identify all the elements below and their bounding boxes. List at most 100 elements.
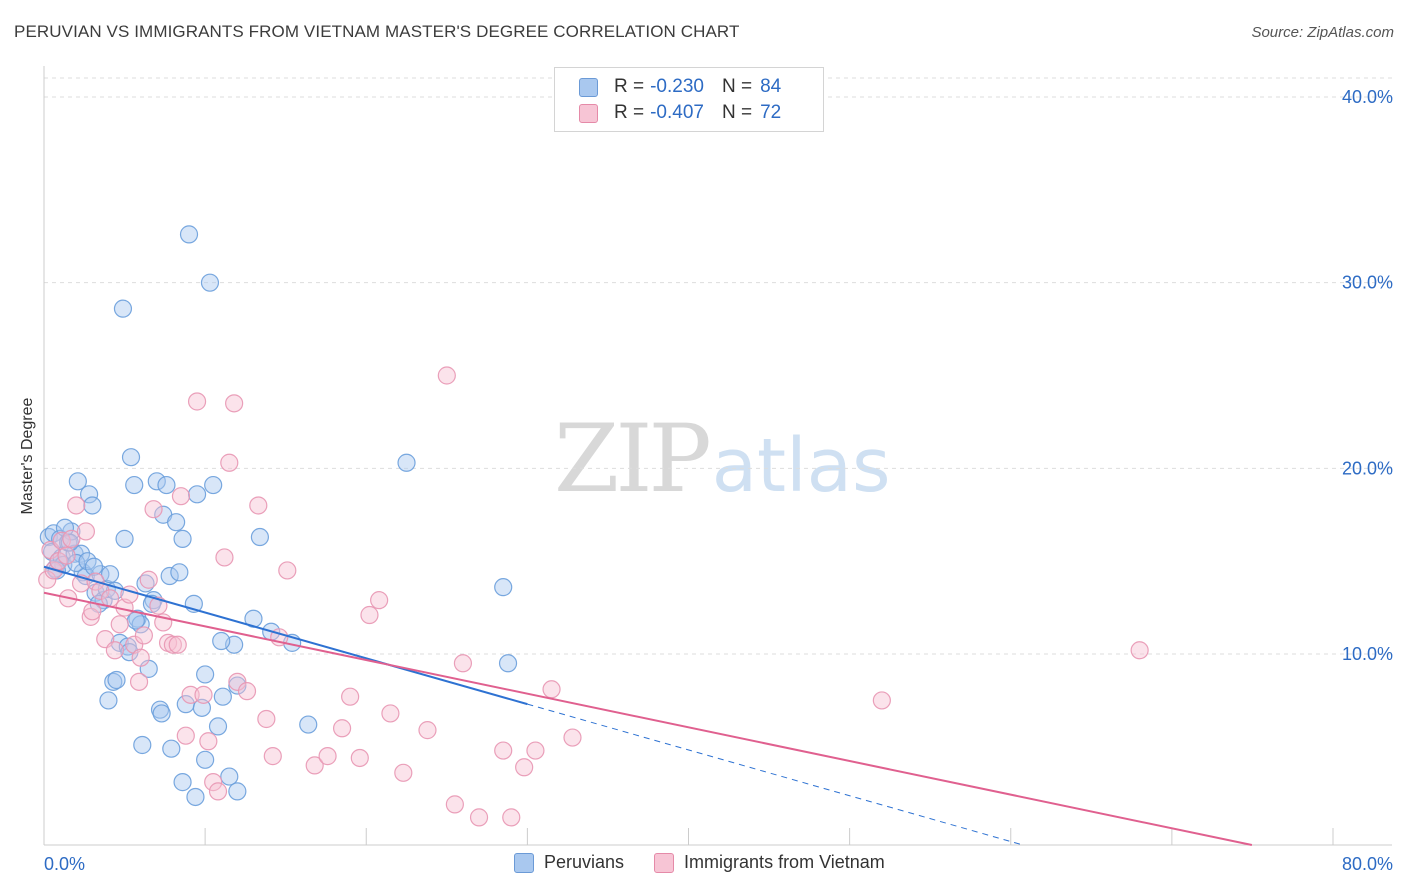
point-vietnam <box>144 500 163 519</box>
point-vietnam <box>515 758 534 777</box>
point-vietnam <box>341 687 360 706</box>
point-peruvians <box>208 717 228 736</box>
point-vietnam <box>394 763 413 782</box>
legend-label-peruvians: Peruvians <box>544 852 625 872</box>
legend-item-peruvians[interactable]: Peruvians <box>514 852 624 873</box>
legend-n-label: N = <box>721 76 753 97</box>
point-peruvians <box>397 453 416 472</box>
legend-n-value: 72 <box>760 102 782 123</box>
y-tick-label: 40.0% <box>1342 87 1393 107</box>
point-vietnam <box>445 795 464 814</box>
point-vietnam <box>83 602 102 621</box>
point-vietnam <box>318 747 337 766</box>
trend-lines <box>43 565 1253 846</box>
legend-swatch-pink <box>579 103 598 123</box>
point-vietnam <box>872 691 891 710</box>
legend-r-value: -0.407 <box>650 102 704 123</box>
legend-r-label: R = <box>614 102 645 123</box>
point-vietnam <box>38 570 57 589</box>
point-vietnam <box>542 680 561 699</box>
point-vietnam <box>163 635 182 654</box>
source-label: Source: ZipAtlas.com <box>1251 24 1394 41</box>
point-peruvians <box>107 670 126 690</box>
point-peruvians <box>186 787 205 807</box>
point-vietnam <box>381 704 400 723</box>
point-peruvians <box>84 557 104 576</box>
point-peruvians <box>250 527 270 547</box>
point-vietnam <box>76 522 95 541</box>
point-peruvians <box>162 739 181 758</box>
legend-row-peruvians: R = -0.230 N = 84 <box>579 75 781 99</box>
point-peruvians <box>498 654 518 673</box>
legend-swatch-pink <box>654 852 675 873</box>
chart-title: PERUVIAN VS IMMIGRANTS FROM VIETNAM MAST… <box>14 22 740 41</box>
point-vietnam <box>134 626 153 645</box>
legend-r-label: R = <box>614 76 645 97</box>
x-tick-label-left: 0.0% <box>44 854 85 874</box>
point-vietnam <box>105 641 124 660</box>
watermark-zip: ZIP <box>554 405 712 514</box>
legend-swatch-blue <box>514 852 534 873</box>
point-vietnam <box>437 366 456 385</box>
point-peruvians <box>187 485 207 504</box>
point-vietnam <box>263 747 282 766</box>
point-vietnam <box>278 561 297 580</box>
point-peruvians <box>167 513 186 532</box>
point-vietnam <box>176 726 195 745</box>
point-peruvians <box>179 225 199 244</box>
series-vietnam <box>38 366 1149 827</box>
point-vietnam <box>249 496 268 515</box>
legend-label-vietnam: Immigrants from Vietnam <box>684 852 885 872</box>
point-peruvians <box>83 496 102 515</box>
point-vietnam <box>62 529 81 548</box>
point-peruvians <box>173 529 192 548</box>
point-vietnam <box>181 685 200 704</box>
point-vietnam <box>215 548 234 567</box>
point-vietnam <box>208 782 228 801</box>
point-peruvians <box>133 735 152 755</box>
point-vietnam <box>502 808 521 827</box>
point-peruvians <box>99 691 118 710</box>
point-peruvians <box>160 566 179 586</box>
point-peruvians <box>68 472 87 491</box>
point-peruvians <box>113 299 133 318</box>
point-vietnam <box>171 487 191 506</box>
point-vietnam <box>199 732 218 751</box>
point-vietnam <box>168 635 187 654</box>
trend-line-vietnam <box>43 591 1253 846</box>
point-vietnam <box>237 682 257 701</box>
legend-item-vietnam[interactable]: Immigrants from Vietnam <box>654 852 885 873</box>
point-vietnam <box>370 591 389 610</box>
point-peruvians <box>125 475 144 495</box>
point-vietnam <box>563 728 582 747</box>
point-peruvians <box>147 472 166 491</box>
point-peruvians <box>212 631 231 651</box>
point-peruvians <box>115 529 134 548</box>
point-vietnam <box>220 453 239 472</box>
point-vietnam <box>360 605 379 625</box>
point-vietnam <box>350 748 369 768</box>
legend-n-label: N = <box>721 102 753 123</box>
point-vietnam <box>305 756 324 775</box>
y-tick-label: 30.0% <box>1342 273 1393 293</box>
legend-swatch-blue <box>579 77 598 97</box>
point-peruvians <box>299 715 318 734</box>
point-vietnam <box>469 808 489 827</box>
point-vietnam <box>129 672 149 691</box>
tick-labels: 10.0% 20.0% 30.0% 40.0% 0.0% 80.0% <box>44 87 1393 874</box>
point-vietnam <box>204 773 223 792</box>
point-peruvians <box>173 773 192 792</box>
correlation-legend: R = -0.230 N = 84 R = -0.407 N = 72 <box>554 67 824 132</box>
point-vietnam <box>131 648 150 667</box>
point-peruvians <box>121 448 141 467</box>
point-vietnam <box>194 685 213 704</box>
series-legend: Peruvians Immigrants from Vietnam <box>514 852 915 873</box>
y-tick-label: 20.0% <box>1342 458 1393 478</box>
point-peruvians <box>80 485 99 504</box>
point-peruvians <box>200 273 220 292</box>
point-vietnam <box>57 546 76 565</box>
x-tick-label-right: 80.0% <box>1342 854 1393 874</box>
point-peruvians <box>170 563 189 582</box>
point-vietnam <box>418 721 437 740</box>
